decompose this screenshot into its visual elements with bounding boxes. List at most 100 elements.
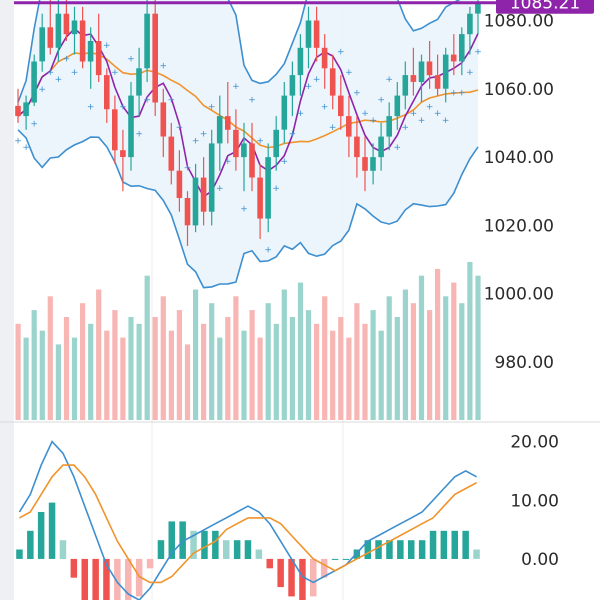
- volume-bar: [370, 310, 376, 420]
- macd-histogram-bar: [277, 558, 284, 588]
- candle-body[interactable]: [104, 75, 110, 110]
- candle-body[interactable]: [63, 13, 70, 35]
- candle-body[interactable]: [95, 41, 102, 76]
- macd-histogram-bar: [364, 540, 371, 559]
- candle-body[interactable]: [184, 198, 191, 226]
- macd-histogram-bar: [157, 540, 165, 559]
- candle-body[interactable]: [176, 170, 183, 198]
- sar-dot: +: [305, 82, 313, 92]
- candle-body[interactable]: [450, 54, 457, 62]
- candle-body[interactable]: [112, 109, 118, 151]
- volume-bar: [451, 282, 457, 420]
- candle-body[interactable]: [321, 47, 328, 69]
- candle-body[interactable]: [329, 68, 336, 96]
- candle-body[interactable]: [418, 61, 425, 83]
- volume-bar: [386, 296, 392, 420]
- candle-body[interactable]: [426, 61, 433, 76]
- macd-histogram-bar: [16, 549, 23, 559]
- volume-bar: [184, 344, 191, 420]
- volume-bar: [427, 310, 433, 420]
- candle-body[interactable]: [313, 20, 320, 48]
- candle-body[interactable]: [31, 61, 37, 103]
- candle-body[interactable]: [168, 136, 175, 171]
- macd-histogram-bar: [244, 540, 252, 559]
- candle-body[interactable]: [55, 13, 62, 48]
- candle-body[interactable]: [370, 157, 376, 171]
- sar-dot: +: [30, 119, 38, 129]
- price-axis-tick: 980.00: [495, 353, 554, 373]
- candle-body[interactable]: [265, 157, 271, 219]
- candle-body[interactable]: [305, 20, 312, 48]
- candle-body[interactable]: [144, 13, 150, 69]
- sar-dot: +: [111, 68, 119, 78]
- sar-dot: +: [297, 109, 305, 119]
- candle-body[interactable]: [386, 116, 392, 137]
- candle-body[interactable]: [362, 157, 368, 171]
- macd-histogram-bar: [320, 558, 328, 578]
- sar-dot: +: [256, 136, 264, 146]
- macd-histogram-bar: [342, 558, 350, 560]
- candle-body[interactable]: [152, 13, 158, 103]
- candle-body[interactable]: [216, 116, 223, 144]
- candle-body[interactable]: [15, 105, 21, 117]
- sar-dot: +: [321, 102, 329, 112]
- sar-dot: +: [22, 143, 30, 153]
- sar-dot: +: [184, 164, 192, 174]
- candle-body[interactable]: [39, 27, 45, 62]
- candle-body[interactable]: [346, 116, 352, 137]
- candle-body[interactable]: [394, 95, 401, 117]
- bollinger-lower-line: [17, 129, 479, 289]
- macd-histogram-bar: [440, 530, 448, 559]
- candle-body[interactable]: [120, 150, 126, 157]
- candle-body[interactable]: [354, 136, 360, 158]
- volume-bar: [338, 317, 344, 420]
- candle-body[interactable]: [434, 75, 441, 89]
- candle-body[interactable]: [402, 75, 409, 96]
- macd-histogram-bar: [397, 540, 404, 559]
- candle-body[interactable]: [281, 95, 288, 130]
- macd-histogram-bar: [288, 558, 295, 597]
- sar-dot: +: [426, 102, 434, 112]
- candle-body[interactable]: [338, 95, 344, 117]
- candle-body[interactable]: [241, 143, 247, 158]
- macd-histogram-bar: [429, 530, 437, 559]
- candle-body[interactable]: [467, 13, 473, 35]
- volume-bar: [241, 330, 247, 420]
- ma-orange-line: [17, 51, 479, 149]
- candle-body[interactable]: [79, 20, 86, 62]
- sar-dot: +: [248, 95, 256, 105]
- candle-body[interactable]: [249, 143, 255, 178]
- price-axis-tick: 1040.00: [484, 148, 554, 168]
- candle-body[interactable]: [273, 129, 279, 158]
- candle-body[interactable]: [87, 41, 94, 62]
- candle-body[interactable]: [47, 27, 54, 48]
- sar-dot: +: [14, 136, 22, 146]
- candle-body[interactable]: [289, 75, 296, 96]
- candle-body[interactable]: [71, 20, 78, 35]
- macd-axis-tick: 0.00: [521, 550, 559, 570]
- candle-body[interactable]: [233, 129, 239, 158]
- candle-body[interactable]: [23, 102, 29, 117]
- candle-body[interactable]: [297, 47, 304, 76]
- candle-body[interactable]: [475, 3, 481, 14]
- candle-body[interactable]: [459, 34, 465, 62]
- volume-bar: [225, 317, 231, 420]
- candle-body[interactable]: [192, 177, 199, 226]
- candle-body[interactable]: [160, 102, 167, 137]
- candle-body[interactable]: [208, 143, 215, 212]
- volume-bar: [96, 289, 102, 420]
- candle-body[interactable]: [200, 177, 207, 212]
- candle-body[interactable]: [136, 68, 142, 96]
- candle-body[interactable]: [225, 116, 231, 130]
- macd-histogram-bar: [473, 549, 480, 559]
- volume-bar: [39, 330, 45, 420]
- volume-bar: [443, 296, 449, 420]
- candle-body[interactable]: [128, 95, 134, 158]
- candle-body[interactable]: [378, 136, 384, 158]
- sar-dot: +: [176, 123, 184, 133]
- candle-body[interactable]: [442, 54, 449, 89]
- candle-body[interactable]: [257, 177, 263, 219]
- candle-body[interactable]: [410, 75, 417, 82]
